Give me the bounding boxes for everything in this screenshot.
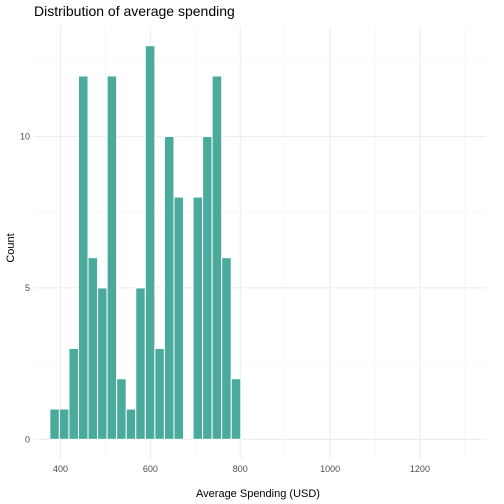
histogram-bar [58, 408, 70, 440]
x-axis-title: Average Spending (USD) [196, 488, 320, 500]
x-tick-label: 1000 [320, 464, 340, 474]
histogram-bar [230, 378, 242, 440]
histogram-bar [154, 347, 165, 440]
y-tick-label: 10 [20, 132, 30, 142]
y-axis-tick-labels: 0 5 10 [20, 132, 30, 445]
histogram-bar [116, 378, 127, 440]
histogram-bar [135, 287, 146, 440]
histogram-bar [49, 408, 60, 440]
histogram-bar [192, 196, 204, 440]
histogram-bar [106, 75, 118, 440]
histogram-bar [97, 287, 108, 440]
y-tick-label: 5 [25, 283, 30, 293]
histogram-bar [77, 75, 89, 440]
chart-title: Distribution of average spending [34, 3, 235, 19]
histogram-bar [144, 45, 156, 440]
histogram-bars [49, 45, 242, 440]
histogram-bar [211, 75, 223, 440]
histogram-bar [163, 136, 175, 440]
histogram-bar [87, 257, 99, 440]
histogram-bar [68, 347, 79, 440]
y-axis-title: Count [5, 233, 17, 262]
x-tick-label: 800 [233, 464, 248, 474]
x-tick-label: 600 [143, 464, 158, 474]
histogram-bar [173, 196, 185, 440]
x-axis-tick-labels: 400 600 800 1000 1200 [53, 464, 430, 474]
x-tick-label: 1200 [410, 464, 430, 474]
histogram-bar [221, 257, 232, 440]
histogram-bar [202, 136, 213, 440]
y-tick-label: 0 [25, 434, 30, 444]
x-tick-label: 400 [53, 464, 68, 474]
histogram-bar [125, 408, 137, 440]
